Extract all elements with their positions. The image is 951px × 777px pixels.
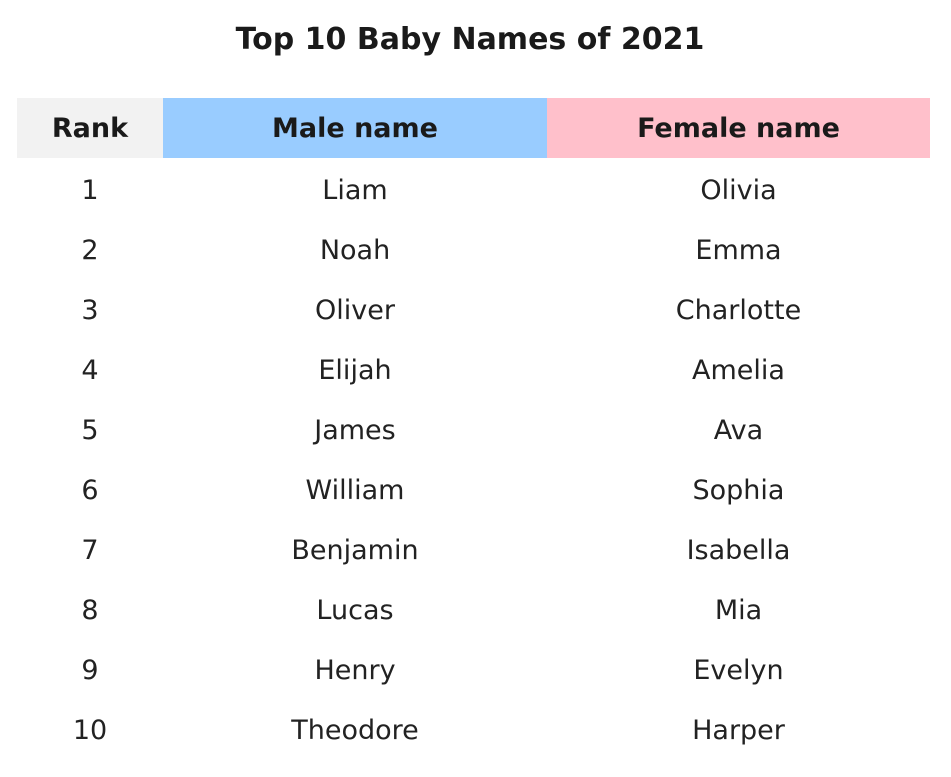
header-male-name: Male name (163, 98, 547, 158)
table-row: 8 Lucas Mia (17, 580, 930, 640)
male-name-cell: Lucas (316, 594, 394, 626)
table-row: 1 Liam Olivia (17, 160, 930, 220)
rank-cell: 7 (81, 534, 99, 566)
male-name-cell: Elijah (318, 354, 392, 386)
table-row: 7 Benjamin Isabella (17, 520, 930, 580)
female-name-cell: Evelyn (693, 654, 784, 686)
names-table: Rank Male name Female name 1 Liam Olivia 2 N… (17, 98, 930, 760)
rank-cell: 4 (81, 354, 99, 386)
female-name-cell: Ava (713, 414, 764, 446)
table-row: 4 Elijah Amelia (17, 340, 930, 400)
rank-cell: 3 (81, 294, 99, 326)
female-name-cell: Emma (695, 234, 782, 266)
female-name-cell: Amelia (692, 354, 785, 386)
male-name-cell: William (305, 474, 405, 506)
male-name-cell: Oliver (315, 294, 395, 326)
table-row: 3 Oliver Charlotte (17, 280, 930, 340)
male-name-cell: Benjamin (291, 534, 419, 566)
table-row: 10 Theodore Harper (17, 700, 930, 760)
header-rank: Rank (17, 98, 163, 158)
rank-cell: 6 (81, 474, 99, 506)
male-name-cell: James (314, 414, 396, 446)
male-name-cell: Liam (322, 174, 388, 206)
table-row: 9 Henry Evelyn (17, 640, 930, 700)
table-row: 6 William Sophia (17, 460, 930, 520)
table-row: 2 Noah Emma (17, 220, 930, 280)
rank-cell: 2 (81, 234, 99, 266)
rank-cell: 10 (72, 714, 108, 746)
female-name-cell: Harper (692, 714, 785, 746)
male-name-cell: Theodore (291, 714, 419, 746)
rank-cell: 1 (81, 174, 99, 206)
rank-cell: 5 (81, 414, 99, 446)
table-body: 1 Liam Olivia 2 Noah Emma 3 Oliver Charlotte 4 Eli… (17, 160, 930, 760)
male-name-cell: Noah (319, 234, 391, 266)
table-row: 5 James Ava (17, 400, 930, 460)
table-header-row: Rank Male name Female name (17, 98, 930, 158)
female-name-cell: Isabella (686, 534, 791, 566)
female-name-cell: Sophia (692, 474, 785, 506)
chart-title: Top 10 Baby Names of 2021 (235, 22, 705, 57)
header-female-name: Female name (547, 98, 930, 158)
rank-cell: 9 (81, 654, 99, 686)
male-name-cell: Henry (314, 654, 396, 686)
female-name-cell: Charlotte (675, 294, 802, 326)
rank-cell: 8 (81, 594, 99, 626)
female-name-cell: Olivia (700, 174, 777, 206)
female-name-cell: Mia (714, 594, 763, 626)
